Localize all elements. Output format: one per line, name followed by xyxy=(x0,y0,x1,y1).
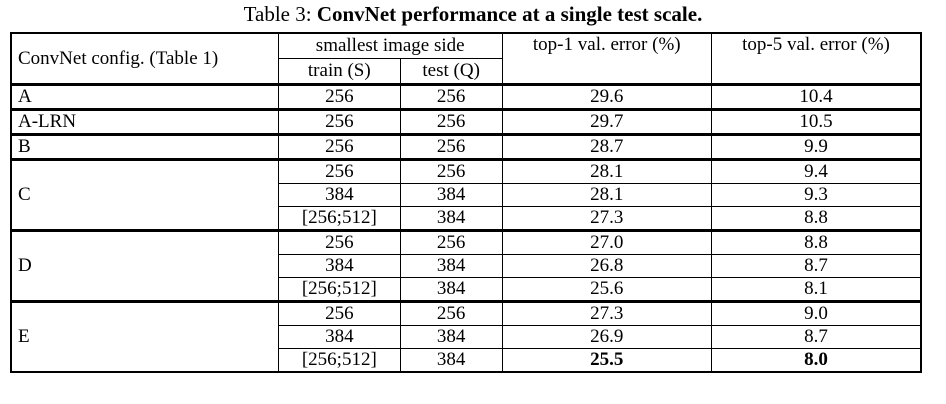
value-cell: 256 xyxy=(399,133,503,160)
value-cell: 256 xyxy=(399,108,503,135)
table-row: [256;512] 384 25.6 8.1 xyxy=(11,277,922,302)
value-cell: 8.0 xyxy=(711,348,922,373)
table-row: C 256 256 28.1 9.4 xyxy=(10,158,922,231)
value-cell: 8.8 xyxy=(711,206,922,231)
value-cell: 256 xyxy=(399,158,503,184)
value-cell: 256 xyxy=(277,229,401,255)
value-cell: 256 xyxy=(399,83,503,110)
value-cell: 384 xyxy=(277,183,401,207)
value-cell: 26.9 xyxy=(501,325,713,349)
value-cell: 256 xyxy=(399,300,503,326)
value-cell: 384 xyxy=(399,183,503,207)
value-cell: 384 xyxy=(399,325,503,349)
value-cell: 384 xyxy=(399,206,503,231)
value-cell: 27.0 xyxy=(501,229,713,255)
value-cell: 8.1 xyxy=(711,277,922,302)
value-cell: 9.3 xyxy=(711,183,922,207)
value-cell: 9.0 xyxy=(711,300,922,326)
value-cell: 25.5 xyxy=(501,348,713,373)
config-cell: B xyxy=(10,133,279,160)
value-cell: 27.3 xyxy=(501,206,713,231)
table-row: [256;512] 384 27.3 8.8 xyxy=(11,206,922,231)
header-cell: smallest image side xyxy=(277,32,503,59)
caption-title: ConvNet performance at a single test sca… xyxy=(316,2,703,26)
table-row: [256;512] 384 25.5 8.0 xyxy=(11,348,922,373)
value-cell: 384 xyxy=(277,254,401,278)
value-cell: 384 xyxy=(399,277,503,302)
table-row: D 256 256 27.0 8.8 xyxy=(10,229,922,302)
value-cell: 26.8 xyxy=(501,254,713,278)
table-row: B 256 256 28.7 9.9 xyxy=(10,133,922,160)
value-cell: 384 xyxy=(277,325,401,349)
value-cell: 256 xyxy=(277,300,401,326)
caption-label: Table 3: xyxy=(243,2,312,26)
config-cell: A xyxy=(10,83,279,110)
value-cell: 28.7 xyxy=(501,133,713,160)
value-cell: 8.7 xyxy=(711,325,922,349)
value-cell: 9.4 xyxy=(711,158,922,184)
table-row: 384 384 26.9 8.7 xyxy=(11,325,922,349)
table-row: E 256 256 27.3 9.0 xyxy=(10,300,922,373)
value-cell: 256 xyxy=(399,229,503,255)
value-cell: [256;512] xyxy=(277,277,401,302)
caption: Table 3: ConvNet performance at a single… xyxy=(0,2,946,27)
table-row: 384 384 26.8 8.7 xyxy=(11,254,922,278)
value-cell: 27.3 xyxy=(501,300,713,326)
config-cell: D xyxy=(10,229,279,302)
header-cell: test (Q) xyxy=(399,58,503,85)
header-cell: top-1 val. error (%) xyxy=(501,32,713,85)
value-cell: 10.4 xyxy=(711,83,922,110)
header-cell: ConvNet config. (Table 1) xyxy=(10,32,279,85)
value-cell: 256 xyxy=(277,158,401,184)
value-cell: 256 xyxy=(277,83,401,110)
value-cell: 9.9 xyxy=(711,133,922,160)
value-cell: 256 xyxy=(277,108,401,135)
header-cell: top-5 val. error (%) xyxy=(711,32,922,85)
table-body: A 256 256 29.6 10.4 A-LRN 256 256 29.7 10.5 B 256 25… xyxy=(10,83,922,373)
table-row: A-LRN 256 256 29.7 10.5 xyxy=(10,108,922,135)
config-cell: E xyxy=(10,300,279,373)
value-cell: 10.5 xyxy=(711,108,922,135)
value-cell: 256 xyxy=(277,133,401,160)
value-cell: 8.7 xyxy=(711,254,922,278)
value-cell: 384 xyxy=(399,254,503,278)
table-row: 384 384 28.1 9.3 xyxy=(11,183,922,207)
results-table: ConvNet config. (Table 1) smallest image… xyxy=(10,32,922,373)
header-cell: train (S) xyxy=(277,58,401,85)
value-cell: [256;512] xyxy=(277,348,401,373)
value-cell: 28.1 xyxy=(501,158,713,184)
value-cell: 29.7 xyxy=(501,108,713,135)
config-cell: C xyxy=(10,158,279,231)
value-cell: 25.6 xyxy=(501,277,713,302)
value-cell: 8.8 xyxy=(711,229,922,255)
value-cell: 28.1 xyxy=(501,183,713,207)
table-row: A 256 256 29.6 10.4 xyxy=(10,83,922,110)
value-cell: 29.6 xyxy=(501,83,713,110)
value-cell: [256;512] xyxy=(277,206,401,231)
value-cell: 384 xyxy=(399,348,503,373)
config-cell: A-LRN xyxy=(10,108,279,135)
